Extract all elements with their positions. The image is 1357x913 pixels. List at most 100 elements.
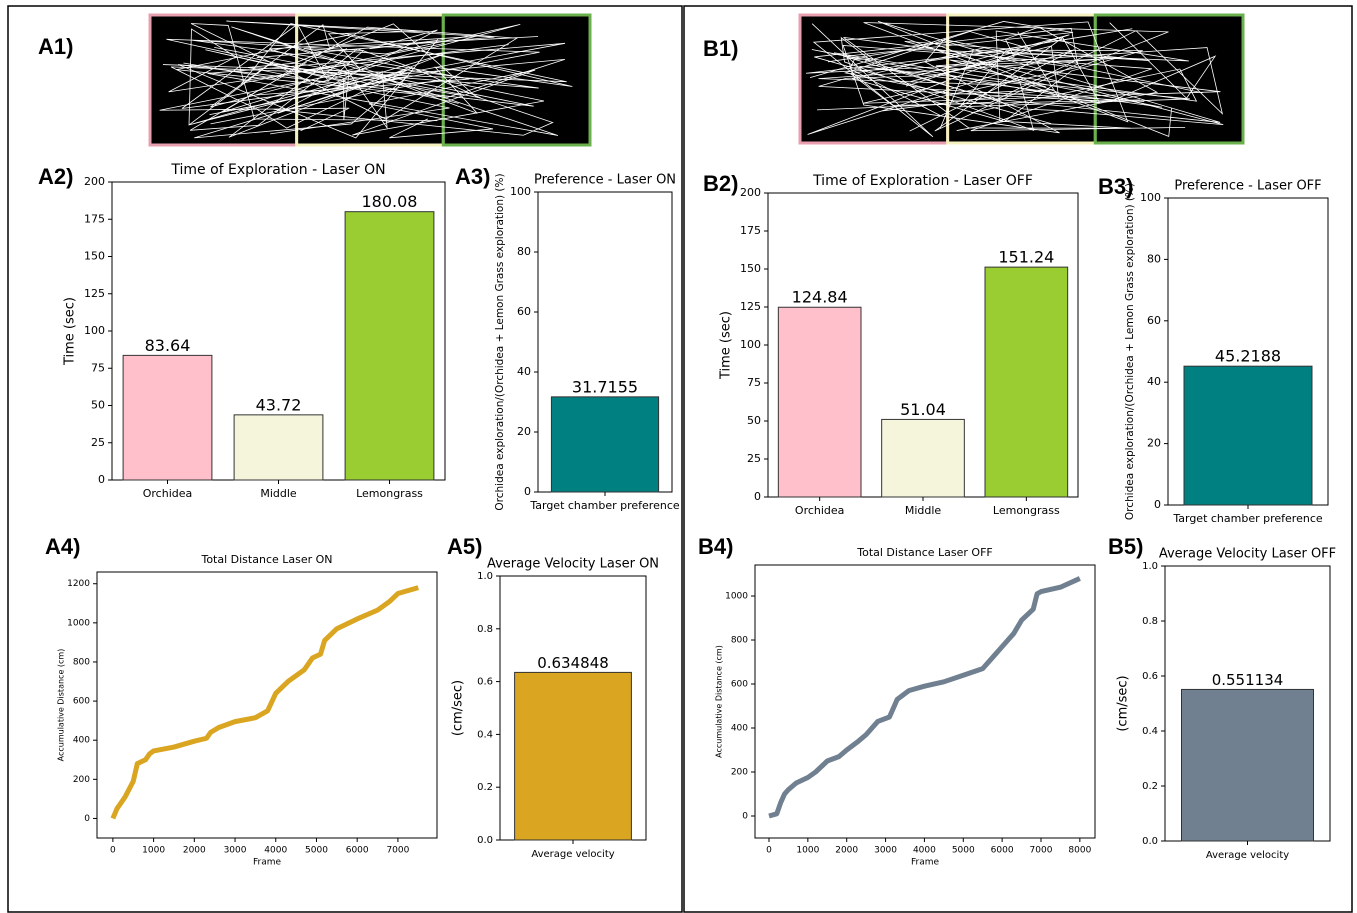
y-tick-label: 1200	[67, 579, 90, 589]
panel-label: B4)	[698, 534, 733, 559]
y-tick-label: 0.8	[1142, 616, 1158, 627]
chart-title: Total Distance Laser ON	[200, 553, 332, 566]
y-tick-label: 25	[747, 452, 761, 465]
chart-title: Time of Exploration - Laser ON	[170, 162, 385, 178]
y-tick-label: 0.8	[477, 624, 493, 635]
panel-label: A2)	[38, 164, 73, 189]
x-tick-label: Average velocity	[1206, 850, 1289, 861]
figure: A1)A2)A3)A4)A5)B1)B2)B3)B4)B5)Time of Ex…	[0, 0, 1357, 913]
y-tick-label: 80	[517, 245, 531, 258]
y-tick-label: 125	[84, 287, 105, 300]
x-tick-label: Lemongrass	[356, 487, 423, 500]
y-tick-label: 1.0	[1142, 561, 1158, 572]
value-label: 180.08	[362, 192, 418, 211]
y-tick-label: 200	[731, 768, 748, 778]
bar	[551, 397, 658, 492]
y-tick-label: 40	[1147, 375, 1161, 388]
x-tick-label: 6000	[346, 846, 369, 856]
y-tick-label: 200	[84, 175, 105, 188]
y-tick-label: 600	[731, 680, 748, 690]
y-tick-label: 0.2	[1142, 781, 1158, 792]
value-label: 31.7155	[572, 377, 638, 396]
x-tick-label: 0	[766, 846, 772, 856]
y-tick-label: 400	[73, 736, 90, 746]
panel-label: B1)	[703, 36, 738, 61]
value-label: 43.72	[256, 395, 302, 414]
y-tick-label: 200	[73, 775, 90, 785]
plot-frame	[97, 572, 437, 838]
y-tick-label: 200	[740, 186, 761, 199]
bar	[123, 355, 212, 480]
x-tick-label: 7000	[386, 846, 409, 856]
y-tick-label: 100	[510, 185, 531, 198]
value-label: 45.2188	[1215, 347, 1281, 366]
y-tick-label: 0.6	[1142, 671, 1158, 682]
x-tick-label: 6000	[991, 846, 1014, 856]
x-tick-label: Lemongrass	[993, 504, 1060, 517]
line	[113, 588, 418, 819]
y-tick-label: 60	[517, 305, 531, 318]
plot-frame	[755, 565, 1095, 838]
value-label: 51.04	[900, 400, 946, 419]
x-tick-label: 3000	[874, 846, 897, 856]
chart-title: Preference - Laser OFF	[1174, 179, 1321, 194]
y-tick-label: 0	[98, 473, 105, 486]
y-tick-label: 150	[84, 250, 105, 263]
y-tick-label: 0.2	[477, 782, 493, 793]
y-axis-label: Orchidea exploration/(Orchidea + Lemon G…	[1124, 183, 1136, 520]
value-label: 151.24	[998, 248, 1054, 267]
y-tick-label: 100	[1140, 191, 1161, 204]
x-tick-label: 1000	[142, 846, 165, 856]
x-tick-label: 2000	[183, 846, 206, 856]
x-tick-label: Average velocity	[531, 849, 614, 860]
bar	[1184, 366, 1312, 505]
y-tick-label: 100	[84, 324, 105, 337]
bar	[1182, 689, 1314, 841]
panel-label: B2)	[703, 171, 738, 196]
line	[769, 578, 1080, 816]
y-axis-label: (cm/sec)	[451, 680, 466, 736]
x-tick-label: Orchidea	[143, 487, 193, 500]
panel-label: A1)	[38, 34, 73, 59]
value-label: 0.551134	[1212, 671, 1284, 689]
x-axis-label: Frame	[253, 858, 282, 868]
bar	[778, 307, 861, 497]
y-tick-label: 175	[84, 212, 105, 225]
y-axis-label: Orchidea exploration/(Orchidea + Lemon G…	[494, 173, 506, 510]
x-tick-label: 3000	[224, 846, 247, 856]
x-axis-label: Frame	[911, 858, 940, 868]
y-tick-label: 50	[91, 399, 105, 412]
y-axis-label: Accumulative Distance (cm)	[715, 645, 724, 758]
y-tick-label: 20	[517, 425, 531, 438]
y-tick-label: 0.4	[1142, 726, 1158, 737]
y-tick-label: 150	[740, 262, 761, 275]
x-tick-label: Target chamber preference	[529, 499, 680, 512]
y-tick-label: 400	[731, 724, 748, 734]
y-tick-label: 1000	[67, 618, 90, 628]
x-tick-label: 0	[110, 846, 116, 856]
trajectory-images	[150, 15, 1243, 145]
x-tick-label: 8000	[1068, 846, 1091, 856]
y-axis-label: Time (sec)	[719, 311, 734, 380]
y-tick-label: 0.4	[477, 729, 493, 740]
y-tick-label: 20	[1147, 437, 1161, 450]
y-tick-label: 25	[91, 436, 105, 449]
x-tick-label: 5000	[305, 846, 328, 856]
bar	[882, 419, 965, 497]
chart-title: Preference - Laser ON	[534, 173, 676, 188]
y-tick-label: 75	[91, 361, 105, 374]
y-axis-label: Accumulative Distance (cm)	[57, 649, 66, 762]
y-tick-label: 0.0	[1142, 836, 1158, 847]
chart-title: Average Velocity Laser OFF	[1159, 547, 1336, 562]
y-tick-label: 60	[1147, 314, 1161, 327]
y-tick-label: 0	[754, 490, 761, 503]
y-tick-label: 0.0	[477, 835, 493, 846]
y-tick-label: 175	[740, 224, 761, 237]
bar	[985, 267, 1068, 497]
x-tick-label: Orchidea	[795, 504, 845, 517]
x-tick-label: 2000	[835, 846, 858, 856]
value-label: 0.634848	[537, 654, 609, 672]
y-tick-label: 50	[747, 414, 761, 427]
y-tick-label: 80	[1147, 252, 1161, 265]
y-tick-label: 100	[740, 338, 761, 351]
